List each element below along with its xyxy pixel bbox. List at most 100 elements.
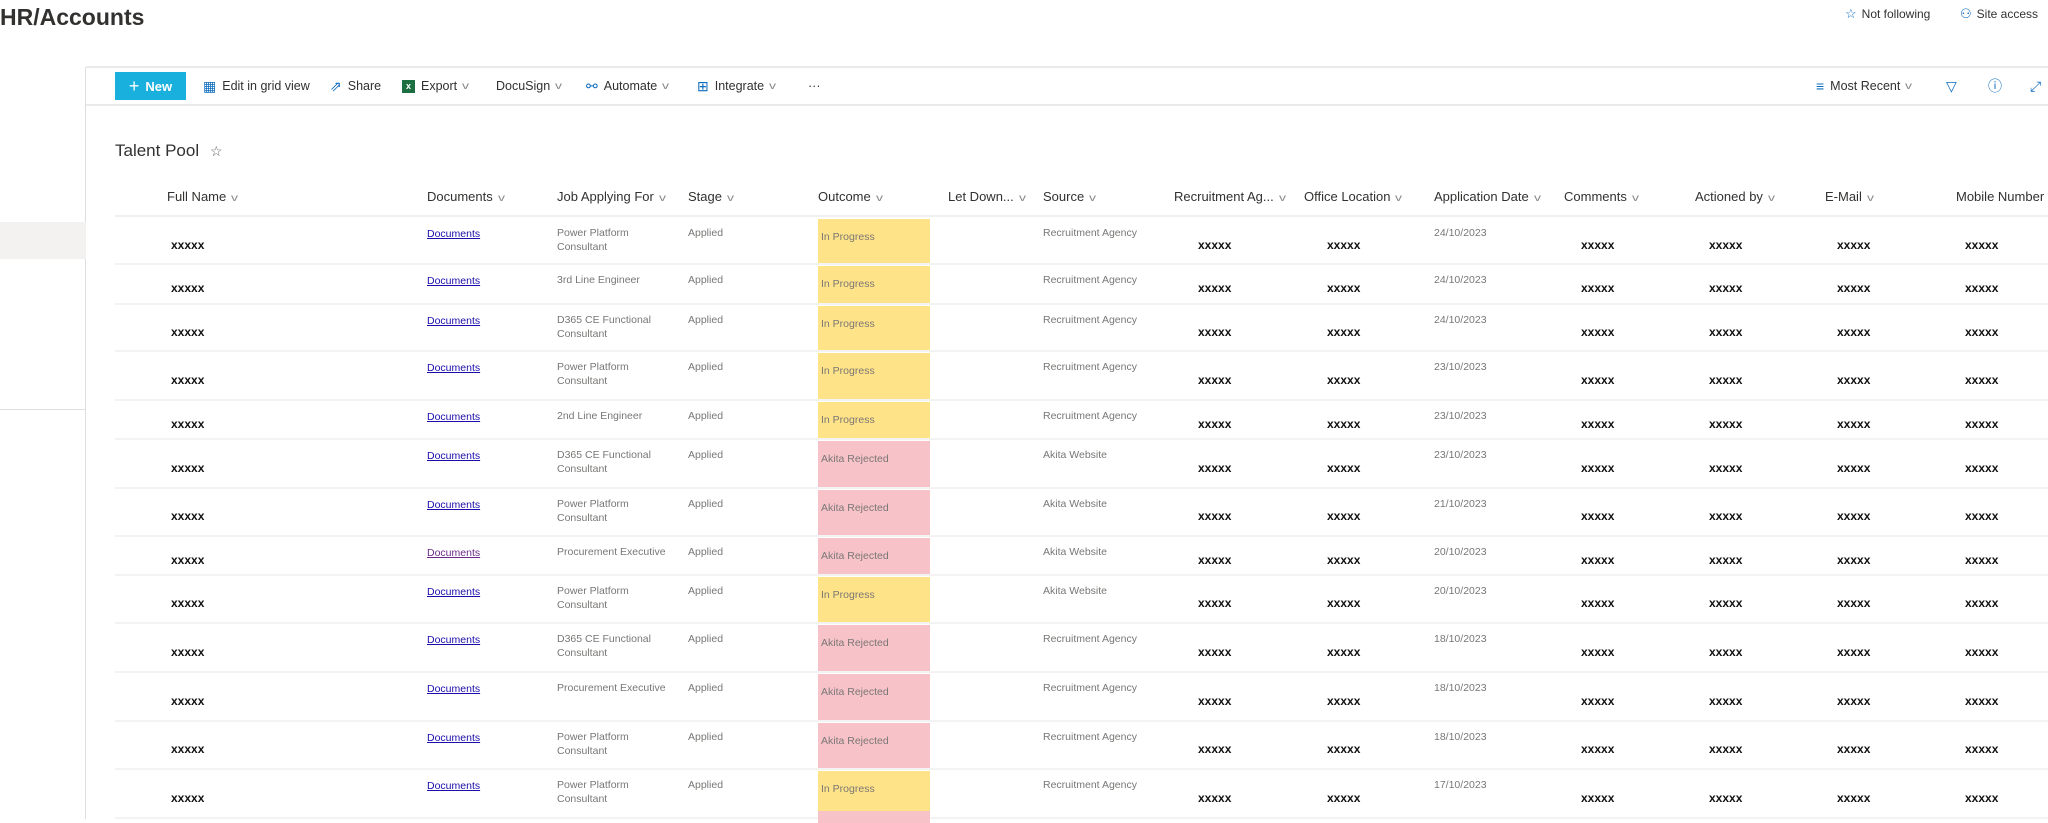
outcome-badge: In Progress [818, 577, 930, 622]
filter-button[interactable]: ▽ [1946, 72, 1957, 100]
mobile-number: xxxxx [1965, 324, 1999, 339]
more-button[interactable]: ··· [808, 72, 821, 100]
column-header-source[interactable]: Source v [1043, 189, 1096, 204]
documents-link[interactable]: Documents [427, 411, 481, 423]
documents-link[interactable]: Documents [427, 634, 481, 646]
chevron-down-icon: v [769, 80, 777, 92]
e-mail: xxxxx [1837, 237, 1871, 252]
column-header-job-applying-for[interactable]: Job Applying For v [557, 189, 666, 204]
column-header-comments[interactable]: Comments v [1564, 189, 1639, 204]
expand-button[interactable]: ⤢ [2030, 72, 2041, 100]
job-line: D365 CE Functional [557, 449, 651, 461]
mobile-number: xxxxx [1965, 281, 1999, 295]
column-header-label: Job Applying For [557, 189, 654, 204]
integrate-button[interactable]: ⊞ Integrate v [697, 72, 777, 100]
application-date: 20/10/2023 [1434, 546, 1487, 558]
favorite-star-icon[interactable]: ☆ [210, 143, 223, 159]
column-header-mobile-number[interactable]: Mobile Number [1956, 189, 2044, 204]
view-selector[interactable]: ≡ Most Recent v [1816, 72, 1912, 100]
column-header-label: Comments [1564, 189, 1627, 204]
source: Recruitment Agency [1043, 410, 1137, 422]
documents-link[interactable]: Documents [427, 683, 481, 695]
docusign-button[interactable]: DocuSign v [496, 72, 562, 100]
share-button[interactable]: ⇗ Share [330, 72, 381, 100]
row-divider [115, 350, 2048, 352]
source: Recruitment Agency [1043, 314, 1137, 326]
chevron-down-icon: v [1631, 193, 1639, 204]
outcome-badge: In Progress [818, 771, 930, 817]
site-access-button[interactable]: ⚇ Site access [1960, 6, 2038, 22]
source: Recruitment Agency [1043, 731, 1137, 743]
column-header-let-down[interactable]: Let Down... v [948, 189, 1026, 204]
column-header-office-location[interactable]: Office Location v [1304, 189, 1402, 204]
column-header-e-mail[interactable]: E-Mail v [1825, 189, 1874, 204]
recruitment-agency: xxxxx [1198, 596, 1232, 610]
comments: xxxxx [1581, 596, 1615, 610]
full-name: xxxxx [171, 644, 205, 659]
source: Recruitment Agency [1043, 361, 1137, 373]
column-header-full-name[interactable]: Full Name v [167, 189, 238, 204]
mobile-number: xxxxx [1965, 742, 1999, 756]
new-button[interactable]: + New [115, 72, 186, 100]
application-date: 23/10/2023 [1434, 449, 1487, 461]
flow-icon: ⚯ [586, 77, 598, 94]
job-line: Power Platform [557, 731, 629, 743]
outcome-badge: Akita Rejected [818, 441, 930, 487]
chevron-down-icon: v [662, 80, 670, 92]
export-button[interactable]: x Export v [402, 72, 469, 100]
stage: Applied [688, 731, 724, 743]
full-name: xxxxx [171, 693, 205, 708]
column-header-label: Let Down... [948, 189, 1014, 204]
documents-link[interactable]: Documents [427, 228, 481, 240]
sidebar-item-selected[interactable] [0, 222, 86, 259]
source: Recruitment Agency [1043, 274, 1137, 286]
documents-link[interactable]: Documents [427, 780, 481, 792]
comments: xxxxx [1581, 324, 1615, 339]
automate-label: Automate [603, 79, 658, 93]
job-line: Consultant [557, 512, 608, 524]
column-header-stage[interactable]: Stage v [688, 189, 734, 204]
documents-link[interactable]: Documents [427, 547, 481, 559]
automate-button[interactable]: ⚯ Automate v [586, 72, 670, 100]
info-button[interactable]: ⓘ [1988, 72, 2002, 100]
share-icon: ⇗ [330, 77, 342, 94]
edit-grid-view-button[interactable]: ▦ Edit in grid view [203, 72, 310, 100]
office-location: xxxxx [1327, 693, 1361, 708]
row-divider [115, 671, 2048, 673]
documents-link[interactable]: Documents [427, 450, 481, 462]
stage: Applied [688, 449, 724, 461]
column-header-application-date[interactable]: Application Date v [1434, 189, 1541, 204]
column-header-documents[interactable]: Documents v [427, 189, 505, 204]
column-header-outcome[interactable]: Outcome v [818, 189, 883, 204]
documents-link[interactable]: Documents [427, 362, 481, 374]
job-applying-for: Power Platform Consultant [557, 497, 667, 525]
stage: Applied [688, 585, 724, 597]
e-mail: xxxxx [1837, 742, 1871, 756]
recruitment-agency: xxxxx [1198, 372, 1232, 387]
stage: Applied [688, 227, 724, 239]
e-mail: xxxxx [1837, 509, 1871, 523]
outcome-badge: Akita Rejected [818, 674, 930, 720]
documents-link[interactable]: Documents [427, 315, 481, 327]
documents-link[interactable]: Documents [427, 732, 481, 744]
job-line: Power Platform [557, 779, 629, 791]
office-location: xxxxx [1327, 644, 1361, 659]
column-header-recruitment-ag[interactable]: Recruitment Ag... v [1174, 189, 1286, 204]
job-line: Consultant [557, 328, 608, 340]
documents-link[interactable]: Documents [427, 499, 481, 511]
source: Akita Website [1043, 498, 1107, 510]
application-date: 24/10/2023 [1434, 274, 1487, 286]
recruitment-agency: xxxxx [1198, 460, 1232, 475]
documents-link[interactable]: Documents [427, 275, 481, 287]
row-divider [115, 399, 2048, 401]
stage: Applied [688, 546, 724, 558]
documents-link[interactable]: Documents [427, 586, 481, 598]
follow-button[interactable]: ☆ Not following [1845, 6, 1930, 22]
mobile-number: xxxxx [1965, 644, 1999, 659]
job-line: Power Platform [557, 361, 629, 373]
actioned-by: xxxxx [1709, 509, 1743, 523]
people-icon: ⚇ [1960, 6, 1972, 21]
full-name: xxxxx [171, 281, 205, 295]
column-header-label: Documents [427, 189, 493, 204]
column-header-actioned-by[interactable]: Actioned by v [1695, 189, 1775, 204]
